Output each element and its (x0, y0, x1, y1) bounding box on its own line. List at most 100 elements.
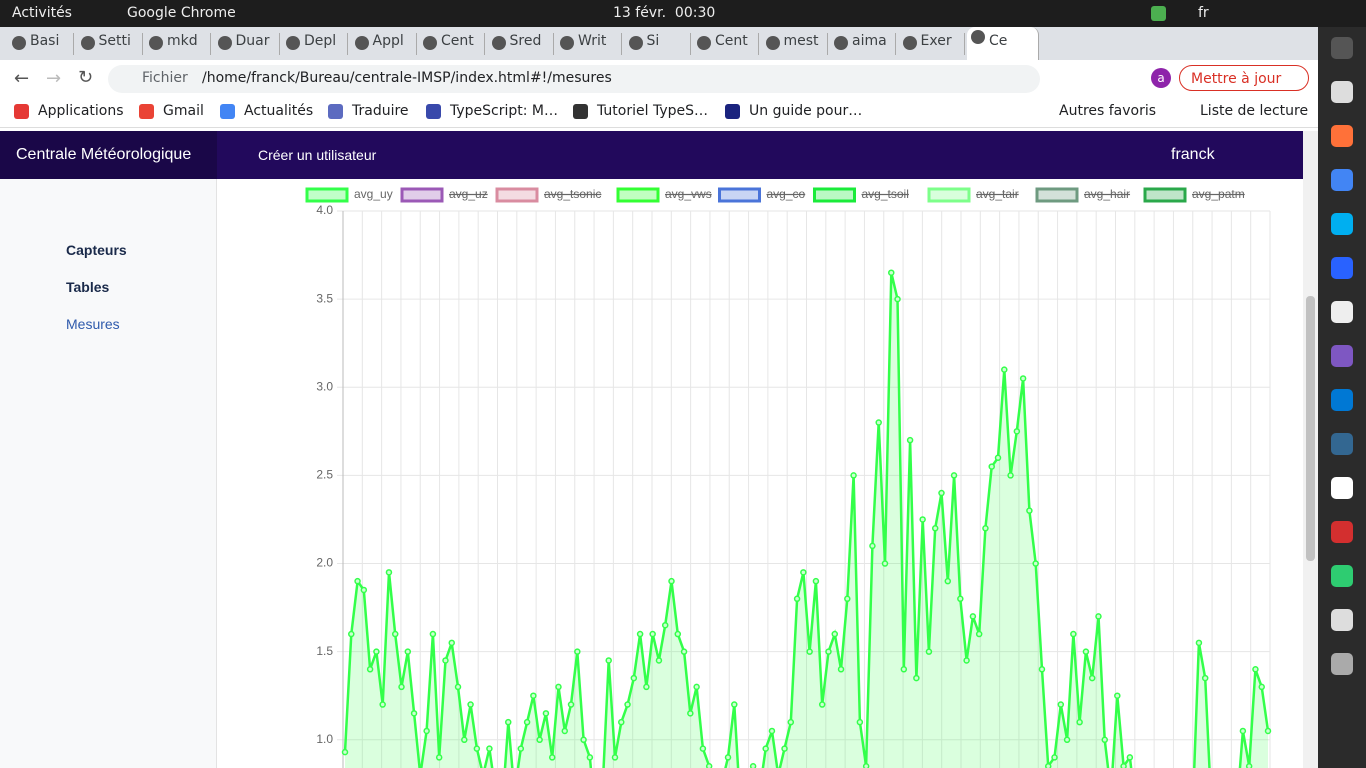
tab[interactable]: Cent (693, 33, 759, 55)
point[interactable] (975, 630, 983, 638)
point[interactable] (1101, 736, 1108, 744)
bookmark[interactable]: Applications (38, 103, 124, 119)
point[interactable] (366, 666, 374, 673)
reload-button[interactable]: ↻ (78, 67, 94, 88)
legend-swatch[interactable] (1035, 187, 1079, 203)
update-button[interactable]: Mettre à jour (1179, 65, 1309, 91)
point[interactable] (1070, 630, 1077, 638)
point[interactable] (906, 436, 914, 444)
point[interactable] (762, 745, 769, 752)
point[interactable] (661, 621, 669, 629)
point[interactable] (348, 630, 355, 638)
point[interactable] (636, 630, 644, 638)
legend-swatch[interactable] (400, 187, 444, 203)
tab[interactable]: Writ (556, 33, 622, 55)
dock-icon[interactable] (1331, 125, 1353, 147)
point[interactable] (461, 736, 468, 744)
brand[interactable]: Centrale Météorologique (16, 146, 192, 163)
forward-button[interactable]: → (46, 68, 62, 89)
tab[interactable]: Cent (419, 33, 485, 55)
nav-link[interactable]: Créer un utilisateur (258, 147, 377, 163)
point[interactable] (969, 613, 977, 620)
point[interactable] (1264, 727, 1272, 735)
point[interactable] (994, 454, 1002, 462)
point[interactable] (1114, 692, 1121, 699)
point[interactable] (1245, 762, 1253, 768)
dock-icon[interactable] (1331, 389, 1353, 411)
legend-swatch[interactable] (305, 187, 349, 203)
point[interactable] (938, 489, 945, 497)
dock-icon[interactable] (1331, 301, 1353, 323)
sidebar-link[interactable]: Capteurs (66, 242, 127, 258)
point[interactable] (988, 463, 995, 470)
scrollbar[interactable] (1303, 131, 1318, 768)
point[interactable] (818, 701, 826, 708)
point[interactable] (950, 472, 958, 479)
user-menu[interactable]: franck (1171, 146, 1215, 163)
point[interactable] (844, 595, 851, 603)
point[interactable] (913, 674, 920, 682)
point[interactable] (1019, 375, 1027, 382)
point[interactable] (749, 762, 757, 768)
point[interactable] (567, 701, 575, 708)
point[interactable] (705, 762, 713, 768)
tab[interactable]: Ce (967, 27, 1039, 60)
legend-label[interactable]: avg_tsoil (862, 187, 909, 201)
point[interactable] (869, 542, 876, 550)
point[interactable] (957, 595, 964, 603)
point[interactable] (505, 718, 512, 726)
point[interactable] (982, 525, 989, 532)
point[interactable] (454, 683, 462, 691)
bookmark[interactable]: Actualités (244, 103, 314, 119)
point[interactable] (341, 748, 349, 756)
point[interactable] (931, 525, 939, 532)
legend-swatch[interactable] (1143, 187, 1187, 203)
point[interactable] (888, 269, 895, 276)
point[interactable] (1201, 674, 1209, 682)
point[interactable] (1063, 736, 1071, 744)
point[interactable] (530, 692, 537, 699)
point[interactable] (944, 577, 952, 585)
avatar[interactable]: a (1151, 68, 1171, 88)
point[interactable] (354, 577, 361, 585)
language[interactable]: fr (1198, 5, 1209, 21)
point[interactable] (856, 718, 864, 726)
point[interactable] (674, 630, 682, 638)
point[interactable] (1195, 639, 1203, 647)
point[interactable] (687, 710, 694, 717)
point[interactable] (831, 630, 839, 638)
omnibox[interactable]: Fichier /home/franck/Bureau/centrale-IMS… (108, 65, 1040, 93)
point[interactable] (806, 648, 813, 655)
legend-swatch[interactable] (927, 187, 971, 203)
bookmark[interactable]: Tutoriel TypeS… (597, 103, 708, 119)
point[interactable] (580, 736, 587, 744)
point[interactable] (1007, 472, 1014, 479)
point[interactable] (548, 754, 556, 761)
point[interactable] (925, 648, 933, 655)
point[interactable] (486, 745, 493, 752)
point[interactable] (542, 710, 550, 717)
dock-icon[interactable] (1331, 565, 1353, 587)
point[interactable] (618, 718, 625, 726)
dock-icon[interactable] (1331, 521, 1353, 543)
point[interactable] (768, 727, 776, 735)
legend-label[interactable]: avg_uy (354, 187, 393, 201)
point[interactable] (561, 727, 569, 735)
point[interactable] (385, 569, 393, 576)
clock[interactable]: 13 févr. 00:30 (613, 5, 716, 21)
point[interactable] (611, 754, 619, 761)
dock-icon[interactable] (1331, 433, 1353, 455)
point[interactable] (373, 648, 380, 655)
legend-label[interactable]: avg_hair (1084, 187, 1130, 201)
point[interactable] (724, 754, 732, 761)
bookmark[interactable]: Un guide pour… (749, 103, 863, 119)
point[interactable] (825, 648, 832, 655)
sidebar-link[interactable]: Mesures (66, 316, 120, 332)
tab[interactable]: aima (830, 33, 896, 55)
dock-icon[interactable] (1331, 609, 1353, 631)
tab[interactable]: Basi (8, 33, 74, 55)
tab[interactable]: Si (625, 33, 691, 55)
point[interactable] (435, 754, 443, 761)
point[interactable] (536, 736, 543, 744)
point[interactable] (837, 666, 845, 673)
